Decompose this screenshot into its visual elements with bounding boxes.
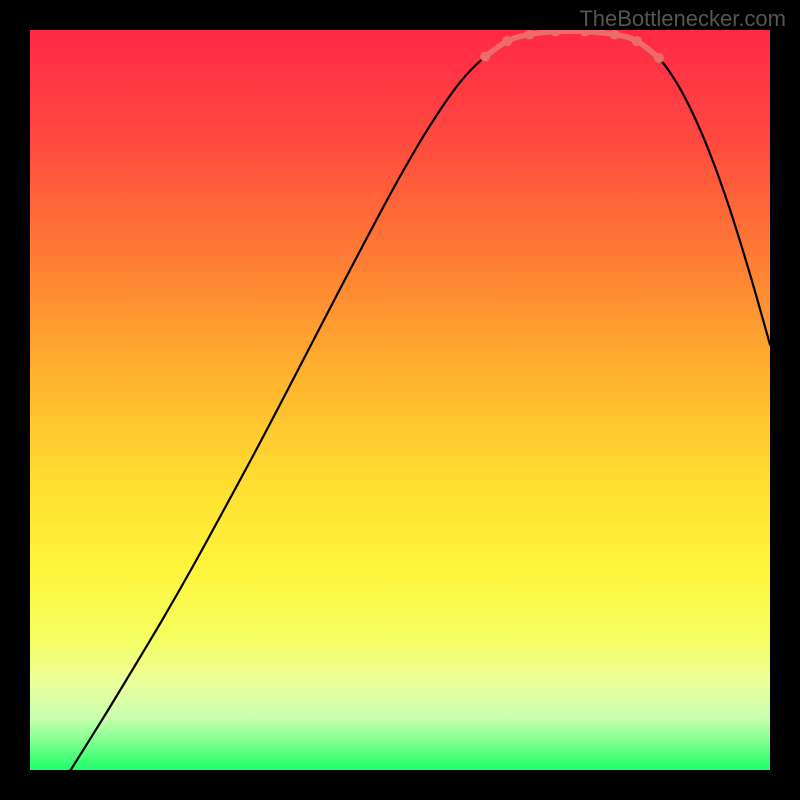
chart-container xyxy=(30,30,770,770)
optimal-range-highlight xyxy=(30,30,770,770)
watermark-text: TheBottlenecker.com xyxy=(579,6,786,32)
